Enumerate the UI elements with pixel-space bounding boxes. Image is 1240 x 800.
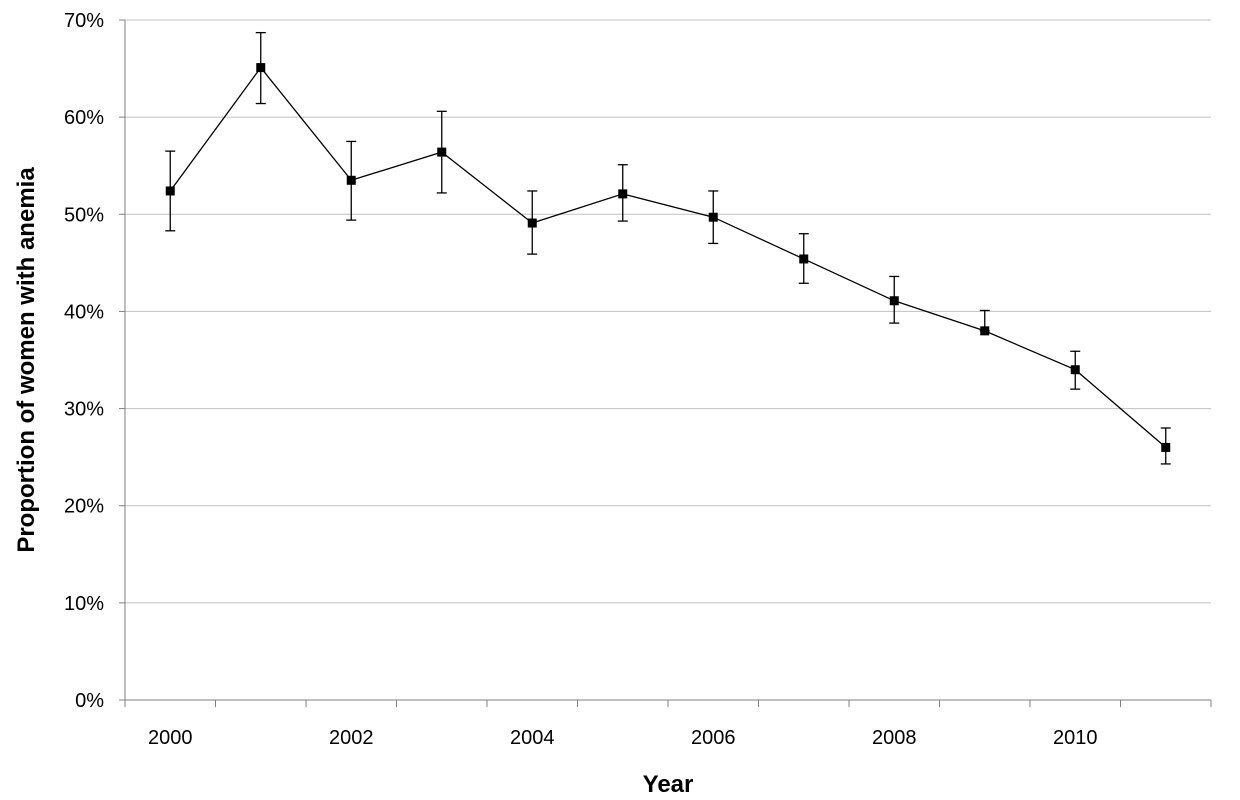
x-tick-label: 2000 <box>148 727 193 749</box>
data-points <box>165 63 1171 452</box>
data-point <box>527 218 537 228</box>
error-bars <box>165 31 1171 465</box>
data-point <box>1161 442 1171 452</box>
series-line <box>169 66 1167 448</box>
y-tick-label: 10% <box>64 593 104 615</box>
x-axis-tick-labels: 2000 2002 2004 2006 2008 2010 <box>148 727 1098 749</box>
x-tick-label: 2002 <box>329 727 374 749</box>
data-point <box>980 326 990 336</box>
y-tick-label: 30% <box>64 399 104 421</box>
y-axis-title: Proportion of women with anemia <box>13 167 40 553</box>
y-tick-label: 40% <box>64 301 104 323</box>
axes <box>119 19 1212 707</box>
x-tick-label: 2008 <box>872 727 917 749</box>
x-tick-label: 2006 <box>691 727 736 749</box>
y-tick-label: 70% <box>64 10 104 32</box>
data-point <box>256 63 266 73</box>
x-axis-title: Year <box>643 771 694 798</box>
gridlines <box>125 19 1211 604</box>
x-tick-label: 2004 <box>510 727 555 749</box>
x-tick-label: 2010 <box>1053 727 1098 749</box>
data-point <box>708 212 718 222</box>
data-point <box>346 175 356 185</box>
data-point <box>165 186 175 196</box>
y-axis-tick-labels: 0% 10% 20% 30% 40% 50% 60% 70% <box>64 10 104 712</box>
data-point <box>889 296 899 306</box>
data-point <box>618 189 628 199</box>
data-point <box>437 147 447 157</box>
data-point <box>1070 365 1080 375</box>
y-tick-label: 20% <box>64 496 104 518</box>
data-point <box>799 254 809 264</box>
series-lines <box>169 66 1167 448</box>
y-tick-label: 0% <box>75 690 104 712</box>
y-tick-label: 50% <box>64 204 104 226</box>
y-tick-label: 60% <box>64 107 104 129</box>
